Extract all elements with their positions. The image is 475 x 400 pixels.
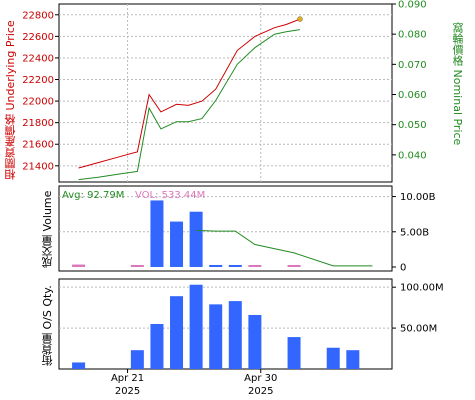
right-tick-label: 0.040 (398, 150, 427, 161)
os-qty-bar (130, 350, 144, 369)
volume-bar (209, 265, 223, 267)
left-tick-label: 22200 (22, 75, 54, 86)
volume-bar (150, 200, 164, 267)
os-qty-tick-label: 100.00M (400, 283, 444, 294)
volume-tick-label: 5.00B (400, 227, 429, 238)
series-line-nominal (78, 29, 300, 181)
right-axis-label-price: 窩輪價格 Nominal Price (451, 22, 464, 146)
left-axis-label-os-qty: 街貨量 O/S Qty. (41, 285, 54, 366)
right-tick-label: 0.070 (398, 60, 427, 71)
left-tick-label: 21800 (22, 118, 54, 129)
x-tick-year-label: 2025 (115, 386, 140, 397)
price-plot-frame (58, 3, 393, 183)
os-qty-bar (209, 304, 223, 369)
x-tick-label: Apr 30 (244, 373, 277, 384)
volume-tick-label: 10.00B (400, 192, 436, 203)
right-tick-label: 0.060 (398, 90, 427, 101)
os-qty-bar (228, 301, 242, 369)
os-qty-bar (248, 315, 262, 369)
volume-bar (130, 265, 144, 267)
legend-avg: Avg: 92.79M (62, 190, 125, 201)
volume-bar (72, 264, 86, 267)
right-tick-label: 0.050 (398, 120, 427, 131)
last-point-marker (297, 16, 303, 22)
volume-bar (248, 265, 262, 267)
volume-plot-frame (58, 185, 393, 272)
volume-avg-line (196, 229, 373, 267)
volume-tick-label: 0 (400, 263, 406, 274)
x-tick-year-label: 2025 (248, 386, 273, 397)
os-qty-bar (326, 347, 340, 369)
left-tick-label: 22000 (22, 97, 54, 108)
volume-bar (287, 265, 301, 267)
right-tick-label: 0.090 (398, 0, 427, 11)
left-axis-label-volume: 成交量 Volume (41, 190, 54, 268)
os-qty-bar (346, 350, 360, 369)
os-qty-plot-frame (58, 278, 393, 370)
volume-bar (189, 211, 203, 267)
os-qty-bar (287, 337, 301, 369)
left-tick-label: 21400 (22, 161, 54, 172)
legend-vol: VOL: 533.44M (135, 190, 206, 201)
volume-bar (170, 221, 184, 267)
series-line-underlying (78, 18, 301, 169)
left-axis-label-price: 相關資產價格 Underlying Price (4, 20, 17, 180)
left-tick-label: 22800 (22, 10, 54, 21)
x-tick-label: Apr 21 (111, 373, 144, 384)
os-qty-bar (189, 284, 203, 369)
right-tick-label: 0.080 (398, 30, 427, 41)
os-qty-bar (150, 324, 164, 369)
left-tick-label: 22400 (22, 53, 54, 64)
volume-bar (228, 265, 242, 267)
left-tick-label: 22600 (22, 32, 54, 43)
os-qty-bar (170, 296, 184, 369)
os-qty-bar (72, 362, 86, 369)
left-tick-label: 21600 (22, 140, 54, 151)
os-qty-tick-label: 50.00M (400, 324, 437, 335)
